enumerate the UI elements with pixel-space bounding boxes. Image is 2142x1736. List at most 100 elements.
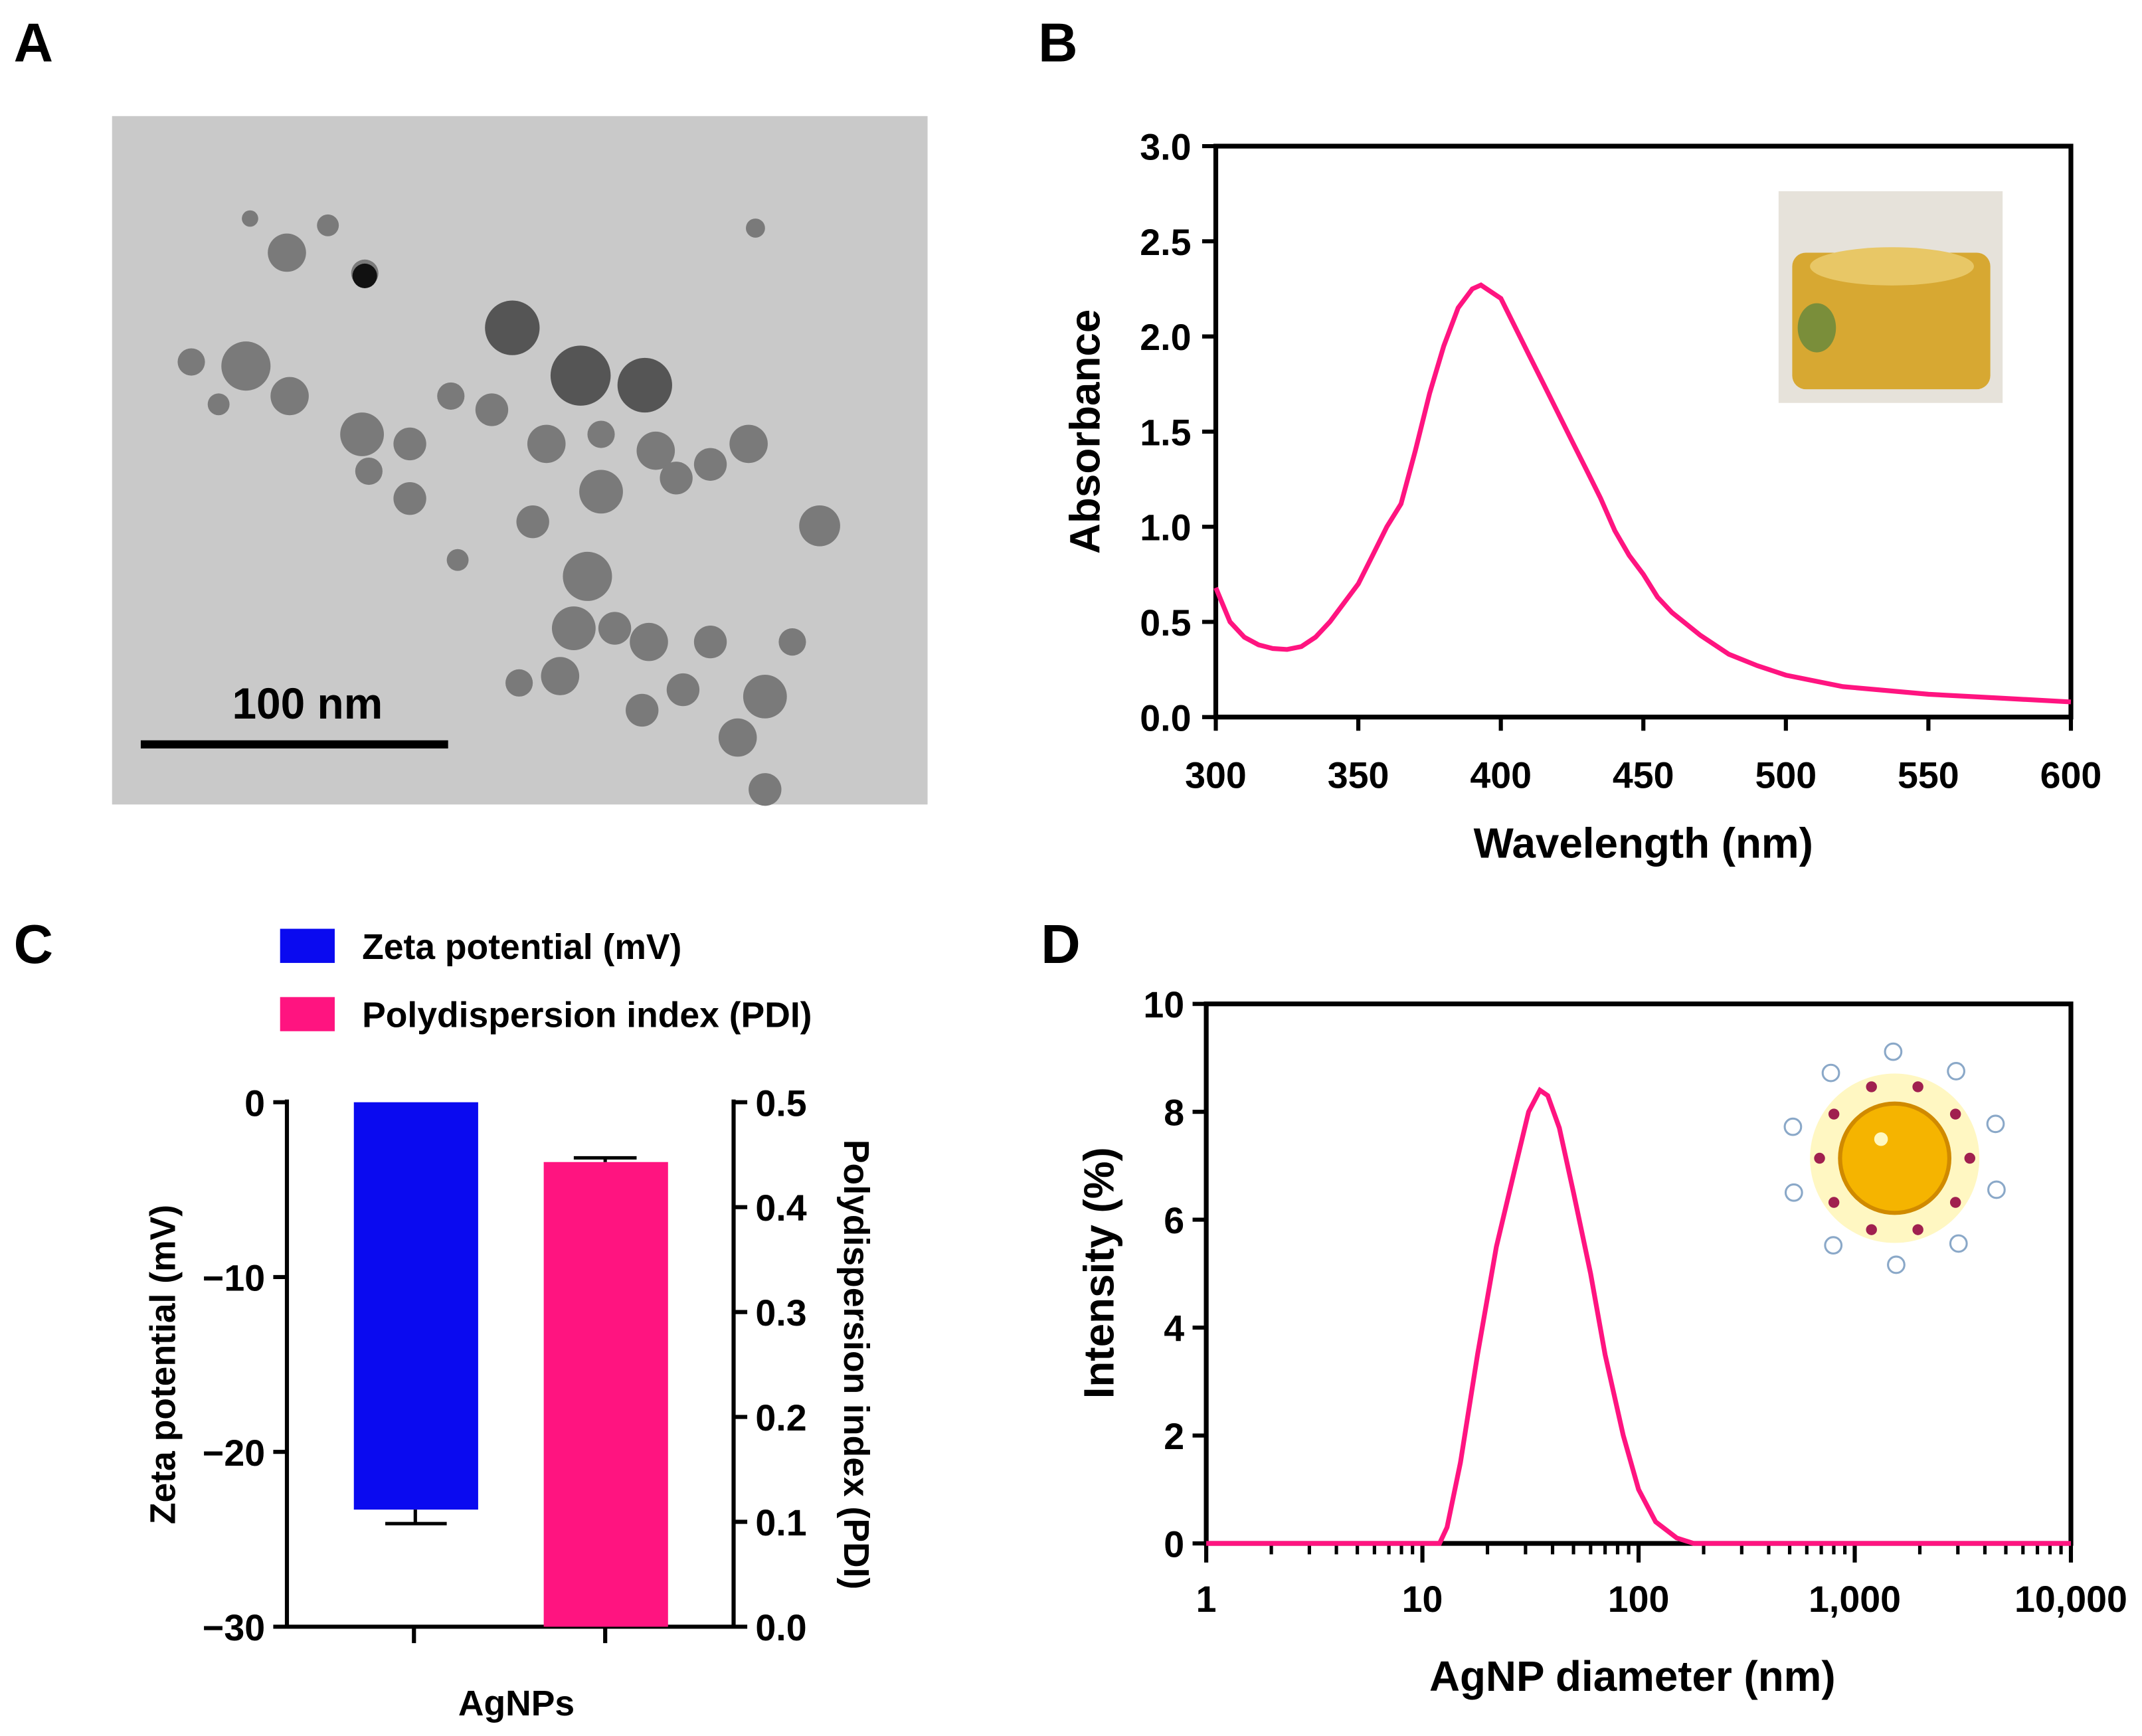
nanoparticle [221, 341, 271, 391]
nanoparticle [636, 431, 675, 470]
y-tick-label: 4 [1164, 1308, 1184, 1349]
nanoparticle [437, 382, 465, 410]
ligand-bh4 [1866, 1081, 1877, 1092]
ligand-molecule [1821, 1063, 1840, 1083]
nanoparticle [778, 628, 806, 656]
y-tick-label: 0 [1164, 1524, 1184, 1565]
x-axis-label: AgNP diameter (nm) [1429, 1652, 1836, 1700]
x-tick-label: 500 [1755, 755, 1817, 796]
y-tick-label: 2.0 [1140, 317, 1191, 358]
y-tick-label-left: −10 [203, 1258, 265, 1299]
y-axis-label-right: Polydispersion index (PDI) [836, 1140, 875, 1589]
y-tick-label-right: 0.0 [755, 1607, 806, 1648]
nanoparticle [270, 377, 309, 416]
tem-image: 100 nm [112, 116, 928, 806]
y-tick-label-right: 0.1 [755, 1502, 806, 1543]
ligand-bh4 [1964, 1152, 1976, 1164]
nanoparticle [551, 606, 596, 650]
y-tick-label-right: 0.2 [755, 1397, 806, 1438]
nanoparticle [475, 393, 509, 426]
y-axis-label-left: Zeta potential (mV) [143, 1205, 183, 1524]
ligand-molecule [1986, 1114, 2005, 1134]
legend-label-zeta: Zeta potential (mV) [362, 928, 681, 967]
x-tick-label: 350 [1328, 755, 1389, 796]
nanoparticle [587, 420, 615, 448]
absorbance-curve [1213, 282, 2072, 705]
ligand-bh4 [1828, 1197, 1840, 1208]
x-axis-label: Wavelength (nm) [1474, 820, 1813, 867]
nanoparticle [693, 625, 727, 659]
y-tick-label: 3.0 [1140, 127, 1191, 168]
x-tick-label: 10,000 [2014, 1579, 2127, 1620]
nanoparticle [617, 357, 672, 413]
nanoparticle [485, 300, 540, 355]
legend-swatch-pdi [280, 997, 335, 1031]
panel-label-a: A [14, 13, 53, 74]
nanoparticle [693, 448, 727, 481]
nanoparticle [579, 470, 623, 514]
nanoparticle [598, 612, 632, 645]
panel-label-c: C [14, 914, 53, 975]
ligand-bh4 [1912, 1081, 1923, 1092]
ligand-molecule [1784, 1183, 1803, 1202]
y-axis-label: Intensity (%) [1075, 1147, 1122, 1399]
nanoparticle [393, 481, 426, 515]
x-tick-label: 10 [1402, 1579, 1443, 1620]
nanoparticle [729, 424, 768, 464]
y-tick-label-right: 0.4 [755, 1187, 806, 1229]
nanoparticle [242, 210, 258, 227]
y-tick-label: 8 [1164, 1092, 1184, 1134]
x-tick-label: 300 [1185, 755, 1247, 796]
x-axis-label: AgNPs [458, 1684, 575, 1723]
nanoparticle [626, 693, 659, 727]
y-tick-label: 10 [1143, 984, 1184, 1025]
ligand-molecule [1949, 1234, 1968, 1253]
ligand-molecule [1824, 1236, 1843, 1255]
nanoparticle [746, 218, 765, 238]
nanoparticle [177, 348, 205, 376]
y-tick-label-left: −30 [203, 1607, 265, 1648]
nanoparticle [666, 673, 700, 707]
panel-label-b: B [1038, 13, 1077, 74]
panel-label-d: D [1041, 914, 1080, 975]
nanoparticle-illustration-inset [1783, 1042, 2006, 1274]
ligand-bh4 [1949, 1197, 1961, 1208]
x-tick-label: 600 [2040, 755, 2102, 796]
legend-label-pdi: Polydispersion index (PDI) [362, 996, 812, 1035]
plot-frame [1204, 1001, 2074, 1546]
uv-vis-chart: Absorbance Wavelength (nm) 300 350 400 450 5… [1061, 127, 2102, 867]
ligand-molecule [1947, 1062, 1965, 1081]
nanoparticle [799, 505, 840, 547]
y-axis-label: Absorbance [1061, 309, 1109, 554]
nanoparticle [446, 549, 469, 571]
y-tick-label-left: −20 [203, 1432, 265, 1474]
nanoparticle [550, 345, 611, 406]
legend-swatch-zeta [280, 928, 335, 963]
y-tick-label: 2 [1164, 1416, 1184, 1457]
nanoparticle [352, 263, 377, 288]
ligand-bh4 [1866, 1224, 1877, 1235]
nanoparticle [207, 393, 230, 416]
dls-chart: Intensity (%) AgNP diameter (nm) 1 10 100 1… [1075, 984, 2127, 1700]
nanoparticle [393, 427, 426, 461]
nanoparticle [268, 233, 306, 272]
ligand-bh4 [1949, 1108, 1961, 1120]
y-tick-label-left: 0 [244, 1083, 265, 1124]
y-tick-label: 0.0 [1140, 697, 1191, 738]
nanoparticle [505, 669, 533, 697]
ligand-bh4 [1828, 1108, 1840, 1120]
nanoparticle [340, 412, 385, 456]
bar-zeta-potential [353, 1102, 478, 1510]
y-tick-label: 6 [1164, 1200, 1184, 1241]
ligand-molecule [1887, 1255, 1906, 1274]
nanoparticle [630, 622, 668, 661]
nanoparticle [718, 718, 757, 757]
x-tick-label: 100 [1608, 1579, 1670, 1620]
scale-bar-label: 100 nm [232, 679, 383, 728]
x-tick-label: 1,000 [1809, 1579, 1901, 1620]
nanoparticle [660, 462, 693, 495]
y-tick-label: 1.5 [1140, 412, 1191, 453]
intensity-curve [1206, 1086, 2071, 1546]
y-tick-label: 0.5 [1140, 602, 1191, 644]
y-tick-label-right: 0.5 [755, 1083, 806, 1124]
